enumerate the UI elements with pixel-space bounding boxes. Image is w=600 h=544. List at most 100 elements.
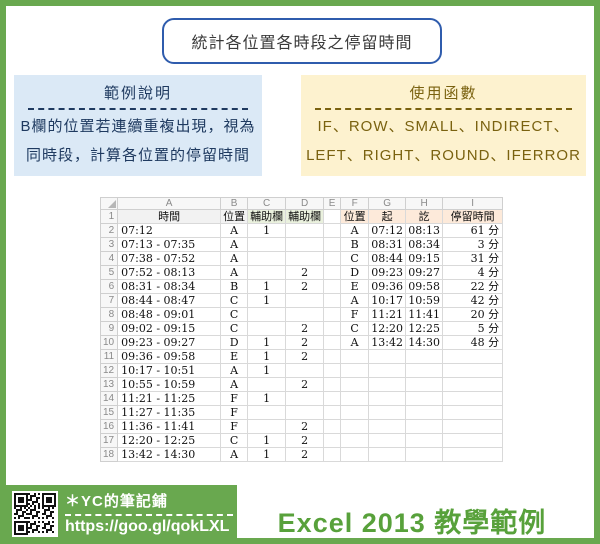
cell[interactable] — [368, 419, 407, 434]
cell[interactable]: 10:17 — [368, 293, 407, 308]
cell[interactable]: C — [340, 321, 370, 336]
cell[interactable]: 08:13 — [405, 223, 444, 238]
cell[interactable]: A — [220, 251, 249, 266]
cell[interactable]: 1 — [247, 447, 287, 462]
row-header-18[interactable]: 18 — [99, 447, 119, 462]
cell[interactable] — [405, 419, 444, 434]
cell[interactable]: 11:41 — [405, 307, 444, 322]
cell[interactable]: 09:36 — [368, 279, 407, 294]
cell[interactable]: A — [220, 265, 249, 280]
cell[interactable]: 09:23 — [368, 265, 407, 280]
cell[interactable]: 07:12 — [117, 223, 222, 238]
cell[interactable]: F — [220, 391, 249, 406]
cell[interactable]: 2 — [285, 265, 325, 280]
cell[interactable] — [247, 419, 287, 434]
field-header[interactable]: 起 — [368, 209, 407, 224]
spreadsheet-grid[interactable]: A B C D E F G H I 1 時間 位置 輔助欄 輔助欄 位置起訖停留時間 2 07:12 A 1 A 07:… — [99, 197, 504, 462]
cell[interactable]: 2 — [285, 433, 325, 448]
cell[interactable] — [323, 293, 342, 308]
cell[interactable] — [323, 335, 342, 350]
cell[interactable]: 09:23 - 09:27 — [117, 335, 222, 350]
cell[interactable]: A — [220, 237, 249, 252]
row-header-7[interactable]: 7 — [99, 293, 119, 308]
field-header[interactable]: 位置 — [220, 209, 249, 224]
cell[interactable] — [247, 377, 287, 392]
row-header-1[interactable]: 1 — [99, 209, 119, 224]
cell[interactable]: 2 — [285, 349, 325, 364]
cell[interactable] — [247, 251, 287, 266]
cell[interactable] — [285, 363, 325, 378]
column-header-B[interactable]: B — [220, 197, 249, 210]
cell[interactable]: 11:21 — [368, 307, 407, 322]
cell[interactable] — [323, 307, 342, 322]
cell[interactable] — [247, 237, 287, 252]
cell[interactable]: E — [220, 349, 249, 364]
row-header-9[interactable]: 9 — [99, 321, 119, 336]
cell[interactable] — [340, 447, 370, 462]
column-header-G[interactable]: G — [368, 197, 407, 210]
cell[interactable] — [368, 433, 407, 448]
cell[interactable]: 08:48 - 09:01 — [117, 307, 222, 322]
cell[interactable]: 11:27 - 11:35 — [117, 405, 222, 420]
cell[interactable] — [323, 447, 342, 462]
cell[interactable]: 31 分 — [442, 251, 504, 266]
column-header-C[interactable]: C — [247, 197, 287, 210]
select-all-corner[interactable] — [99, 197, 119, 210]
cell[interactable] — [247, 307, 287, 322]
cell[interactable] — [323, 363, 342, 378]
cell[interactable] — [323, 251, 342, 266]
cell[interactable]: 1 — [247, 391, 287, 406]
column-header-F[interactable]: F — [340, 197, 370, 210]
cell[interactable] — [323, 405, 342, 420]
cell[interactable]: 09:27 — [405, 265, 444, 280]
cell[interactable]: 1 — [247, 279, 287, 294]
row-header-12[interactable]: 12 — [99, 363, 119, 378]
cell[interactable] — [442, 405, 504, 420]
cell[interactable] — [340, 433, 370, 448]
cell[interactable]: E — [340, 279, 370, 294]
cell[interactable]: 2 — [285, 321, 325, 336]
cell[interactable] — [323, 377, 342, 392]
row-header-3[interactable]: 3 — [99, 237, 119, 252]
field-header[interactable]: 輔助欄 — [285, 209, 325, 224]
cell[interactable]: 09:02 - 09:15 — [117, 321, 222, 336]
cell[interactable] — [323, 223, 342, 238]
cell[interactable]: 2 — [285, 377, 325, 392]
cell[interactable] — [323, 265, 342, 280]
cell[interactable] — [405, 405, 444, 420]
cell[interactable]: D — [220, 335, 249, 350]
cell[interactable] — [442, 391, 504, 406]
cell[interactable]: F — [220, 405, 249, 420]
cell[interactable]: 1 — [247, 433, 287, 448]
cell[interactable]: 5 分 — [442, 321, 504, 336]
column-header-E[interactable]: E — [323, 197, 342, 210]
cell[interactable]: 11:36 - 11:41 — [117, 419, 222, 434]
field-header[interactable]: 訖 — [405, 209, 444, 224]
cell[interactable] — [285, 293, 325, 308]
cell[interactable]: 42 分 — [442, 293, 504, 308]
cell[interactable]: 07:38 - 07:52 — [117, 251, 222, 266]
row-header-17[interactable]: 17 — [99, 433, 119, 448]
cell[interactable]: 2 — [285, 447, 325, 462]
cell[interactable] — [442, 447, 504, 462]
column-header-H[interactable]: H — [405, 197, 444, 210]
cell[interactable] — [340, 377, 370, 392]
cell[interactable] — [368, 391, 407, 406]
cell[interactable] — [285, 251, 325, 266]
cell[interactable]: 48 分 — [442, 335, 504, 350]
cell[interactable]: C — [340, 251, 370, 266]
field-header[interactable]: 輔助欄 — [247, 209, 287, 224]
cell[interactable]: 09:36 - 09:58 — [117, 349, 222, 364]
cell[interactable]: F — [220, 419, 249, 434]
cell[interactable]: 13:42 - 14:30 — [117, 447, 222, 462]
cell[interactable] — [405, 363, 444, 378]
cell[interactable]: 07:52 - 08:13 — [117, 265, 222, 280]
cell[interactable]: 08:44 - 08:47 — [117, 293, 222, 308]
row-header-4[interactable]: 4 — [99, 251, 119, 266]
cell[interactable]: 1 — [247, 293, 287, 308]
cell[interactable] — [405, 391, 444, 406]
cell[interactable]: 09:58 — [405, 279, 444, 294]
cell[interactable] — [405, 349, 444, 364]
cell[interactable] — [368, 377, 407, 392]
cell[interactable] — [368, 405, 407, 420]
